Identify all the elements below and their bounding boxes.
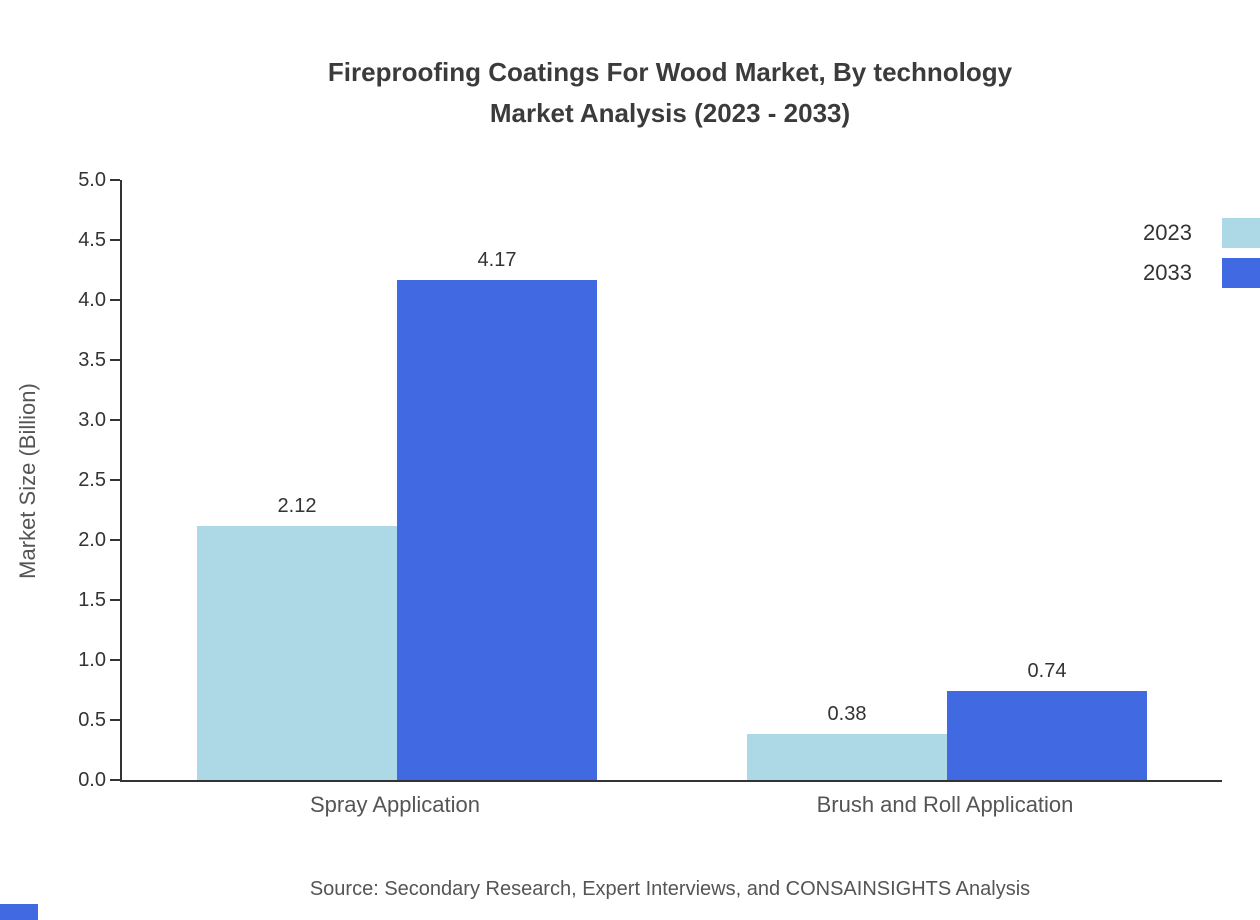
bar-value-label: 4.17 xyxy=(477,248,517,271)
watermark-corner xyxy=(0,904,38,920)
bar-value-label: 0.74 xyxy=(1027,660,1067,683)
bar-2033-spray-application xyxy=(397,279,597,780)
y-tick-mark xyxy=(110,419,120,421)
y-tick-label: 4.5 xyxy=(78,229,106,251)
bar-2023-brush-and-roll-application xyxy=(747,734,947,780)
y-tick-mark xyxy=(110,359,120,361)
legend-swatch xyxy=(1222,258,1260,288)
y-tick-label: 5.0 xyxy=(78,169,106,191)
y-tick-label: 3.5 xyxy=(78,349,106,371)
y-tick-label: 2.0 xyxy=(78,529,106,551)
y-tick-mark xyxy=(110,299,120,301)
y-axis-label: Market Size (Billion) xyxy=(15,383,40,579)
x-category-label: Spray Application xyxy=(310,792,480,817)
y-tick-label: 0.5 xyxy=(78,709,106,731)
y-tick-mark xyxy=(110,599,120,601)
source-text: Source: Secondary Research, Expert Inter… xyxy=(309,878,1031,900)
chart-title-line1: Fireproofing Coatings For Wood Market, B… xyxy=(327,57,1013,87)
plot-area: 5.0 4.5 4.0 3.5 3.0 2.5 2.0 1.5 1.0 0.5 0.0 2.12 4.1… xyxy=(78,169,1222,791)
y-tick-mark xyxy=(110,479,120,481)
y-tick-label: 0.0 xyxy=(78,769,106,791)
legend-item-2023: 2023 xyxy=(1143,218,1260,248)
legend-label: 2033 xyxy=(1143,260,1192,285)
y-tick-mark xyxy=(110,239,120,241)
y-tick-label: 2.5 xyxy=(78,469,106,491)
y-tick-label: 1.5 xyxy=(78,589,106,611)
bar-2033-brush-and-roll-application xyxy=(947,691,1147,780)
bar-value-label: 0.38 xyxy=(827,703,867,726)
y-tick-mark xyxy=(110,779,120,781)
y-tick-mark xyxy=(110,179,120,181)
bar-2023-spray-application xyxy=(197,525,397,780)
bar-value-label: 2.12 xyxy=(277,494,317,517)
chart-title-line2: Market Analysis (2023 - 2033) xyxy=(489,98,851,128)
legend-swatch xyxy=(1222,218,1260,248)
x-category-label: Brush and Roll Application xyxy=(816,792,1074,817)
y-tick-label: 3.0 xyxy=(78,409,106,431)
y-tick-label: 4.0 xyxy=(78,289,106,311)
y-tick-mark xyxy=(110,659,120,661)
y-tick-mark xyxy=(110,539,120,541)
legend: 2023 2033 xyxy=(1143,218,1260,288)
legend-item-2033: 2033 xyxy=(1143,258,1260,288)
y-tick-mark xyxy=(110,719,120,721)
legend-label: 2023 xyxy=(1143,220,1192,245)
chart-title: Fireproofing Coatings For Wood Market, B… xyxy=(120,52,1220,134)
y-tick-label: 1.0 xyxy=(78,649,106,671)
